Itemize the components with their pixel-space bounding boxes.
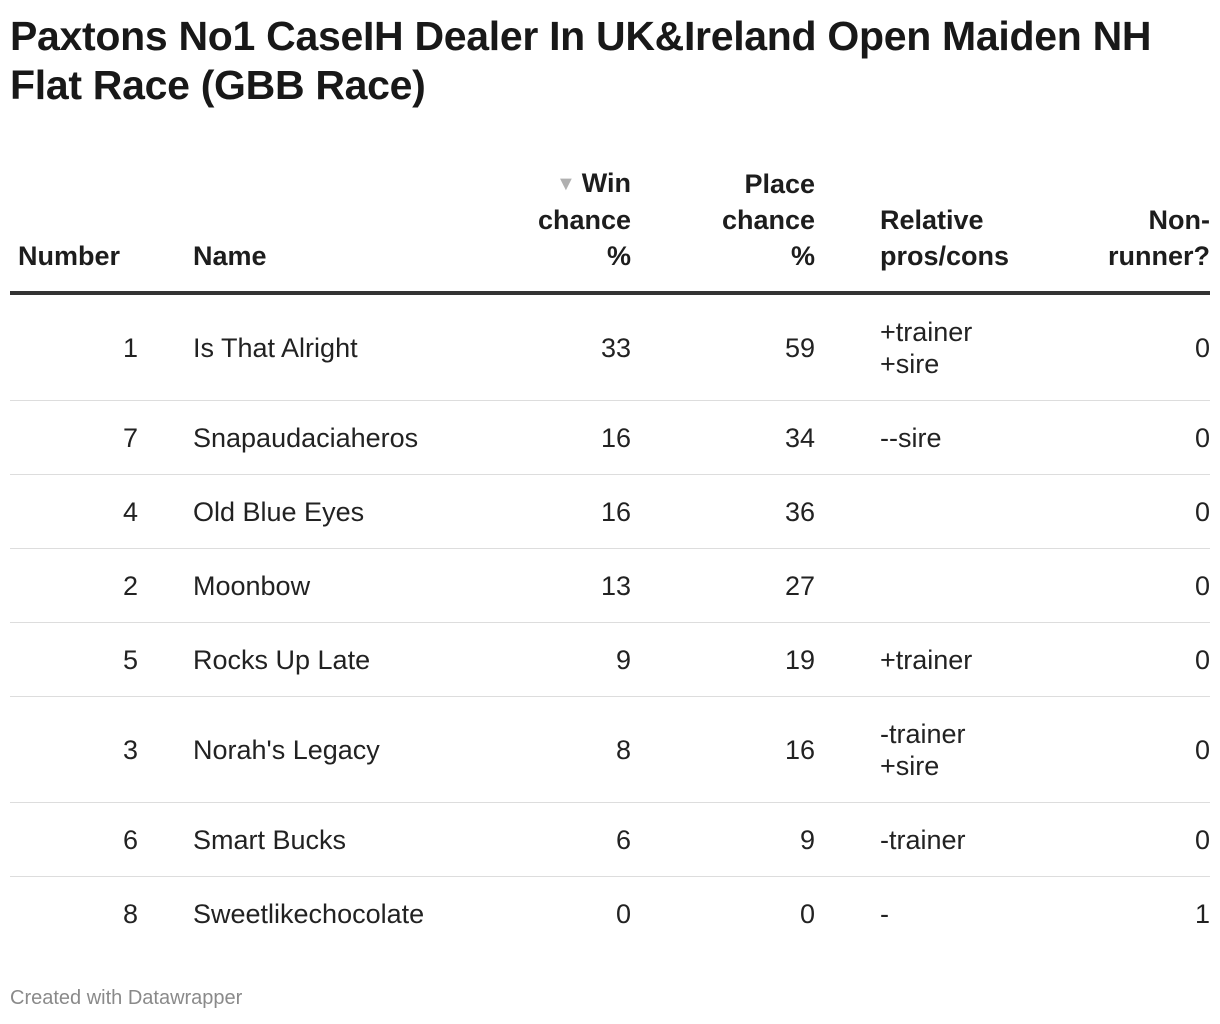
header-name-label: Name (193, 241, 267, 271)
cell-non-runner: 1 (1194, 898, 1210, 929)
cell-number: 8 (122, 898, 138, 929)
relative-line: +sire (880, 750, 940, 781)
header-relative-line2: pros/cons (880, 241, 1010, 271)
cell-place-chance: 0 (799, 898, 815, 929)
cell-win-chance: 6 (470, 802, 631, 877)
cell-non-runner: 0 (1050, 696, 1210, 803)
cell-name: Smart Bucks (160, 802, 470, 877)
cell-number: 7 (10, 400, 160, 475)
cell-number: 3 (10, 696, 160, 803)
cell-relative: +trainer (815, 622, 1050, 697)
cell-relative: +trainer +sire (815, 293, 1050, 401)
cell-non-runner: 0 (1050, 474, 1210, 549)
cell-name: Snapaudaciaheros (160, 400, 470, 475)
column-header-place-chance[interactable]: Place chance% (631, 162, 815, 295)
cell-win-chance: 9 (470, 622, 631, 697)
cell-win-chance: 33 (470, 293, 631, 401)
cell-number: 2 (10, 548, 160, 623)
cell-place-chance: 36 (631, 474, 815, 549)
cell-non-runner: 0 (1050, 548, 1210, 623)
cell-number: 5 (10, 622, 160, 697)
relative-line: +trainer (880, 316, 973, 347)
cell-place-chance: 16 (631, 696, 815, 803)
table-row: 1 Is That Alright 33 59 +trainer +sire 0 (10, 293, 1210, 401)
cell-relative (815, 548, 1050, 623)
cell-name: Sweetlikechocolate (193, 898, 425, 929)
cell-win-chance: 0 (615, 898, 631, 929)
relative-line: +sire (880, 348, 940, 379)
cell-non-runner: 0 (1050, 802, 1210, 877)
cell-name: Moonbow (160, 548, 470, 623)
relative-line: - (880, 898, 889, 929)
cell-relative: -trainer +sire (815, 696, 1050, 803)
cell-place-chance: 19 (631, 622, 815, 697)
cell-number: 4 (10, 474, 160, 549)
sort-descending-icon: ▼ (555, 173, 576, 195)
header-place-line3: % (790, 241, 815, 271)
cell-place-chance: 9 (631, 802, 815, 877)
table-row: 2 Moonbow 13 27 0 (10, 548, 1210, 623)
chart-title: Paxtons No1 CaseIH Dealer In UK&Ireland … (10, 13, 1152, 108)
header-win-line2: chance (537, 205, 631, 235)
cell-number: 1 (10, 293, 160, 401)
header-nonrunner-line2: runner? (1107, 241, 1210, 271)
cell-relative (815, 474, 1050, 549)
cell-place-chance: 34 (631, 400, 815, 475)
cell-win-chance: 13 (470, 548, 631, 623)
header-nonrunner-line1: Non- (1148, 205, 1210, 235)
cell-non-runner: 0 (1050, 293, 1210, 401)
cell-name: Rocks Up Late (160, 622, 470, 697)
relative-line: --sire (880, 422, 942, 453)
cell-number: 6 (10, 802, 160, 877)
column-header-relative[interactable]: Relative pros/cons (815, 162, 1050, 295)
cell-win-chance: 16 (470, 474, 631, 549)
relative-line: -trainer (880, 718, 966, 749)
cell-name: Is That Alright (160, 293, 470, 401)
cell-place-chance: 27 (631, 548, 815, 623)
column-header-number[interactable]: Number (10, 162, 160, 295)
cell-relative: --sire (815, 400, 1050, 475)
header-row: Number Name ▼ Win chance% Place chance% Rel… (10, 162, 1210, 295)
column-header-name[interactable]: Name (160, 162, 470, 295)
header-number-label: Number (18, 241, 121, 271)
header-win-line1: Win (581, 168, 631, 198)
cell-win-chance: 8 (470, 696, 631, 803)
table-row: 7 Snapaudaciaheros 16 34 --sire 0 (10, 400, 1210, 475)
cell-relative: -trainer (815, 802, 1050, 877)
header-relative-line1: Relative (880, 205, 984, 235)
table-row: 6 Smart Bucks 6 9 -trainer 0 (10, 802, 1210, 877)
column-header-non-runner[interactable]: Non-runner? (1050, 162, 1210, 295)
header-place-line2: chance (721, 205, 815, 235)
runners-table: Number Name ▼ Win chance% Place chance% Rel… (10, 162, 1210, 950)
footer-credit: Created with Datawrapper (10, 987, 243, 1009)
relative-line: -trainer (880, 824, 966, 855)
cell-relative: - (815, 877, 1050, 951)
table-row: 8 Sweetlikechocolate 0 0 - 1 (10, 877, 1210, 951)
cell-name: Norah's Legacy (160, 696, 470, 803)
cell-place-chance: 59 (631, 293, 815, 401)
relative-line: +trainer (880, 644, 973, 675)
table-row: 3 Norah's Legacy 8 16 -trainer +sire 0 (10, 696, 1210, 803)
table-row: 5 Rocks Up Late 9 19 +trainer 0 (10, 622, 1210, 697)
header-win-line3: % (606, 241, 631, 271)
cell-name: Old Blue Eyes (160, 474, 470, 549)
column-header-win-chance[interactable]: ▼ Win chance% (470, 162, 631, 295)
header-place-line1: Place (744, 169, 815, 199)
cell-non-runner: 0 (1050, 622, 1210, 697)
table-row: 4 Old Blue Eyes 16 36 0 (10, 474, 1210, 549)
cell-win-chance: 16 (470, 400, 631, 475)
cell-non-runner: 0 (1050, 400, 1210, 475)
